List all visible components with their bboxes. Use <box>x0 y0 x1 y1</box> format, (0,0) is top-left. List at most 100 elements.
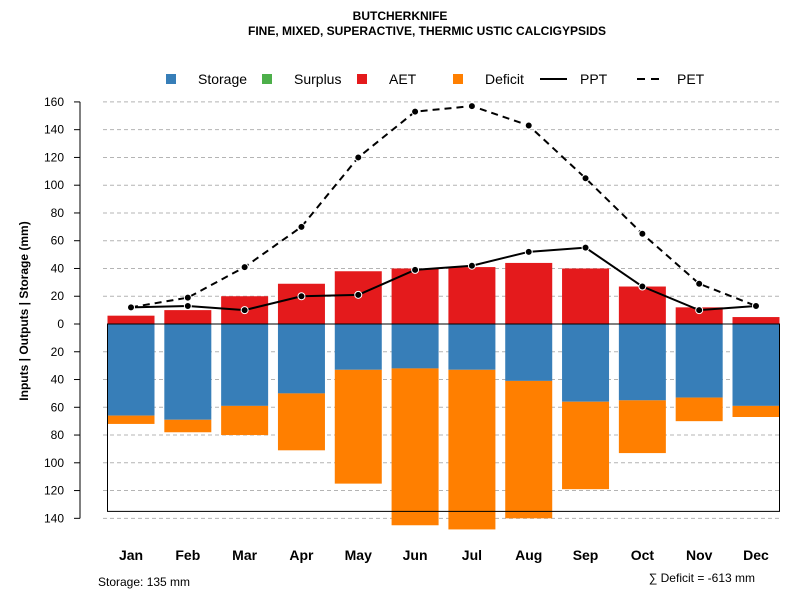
deficit-bar <box>221 405 269 436</box>
deficit-bar <box>164 419 212 433</box>
gridlines <box>103 101 782 519</box>
bars <box>107 262 780 530</box>
aet-bar <box>675 307 723 324</box>
aet-bar <box>448 267 496 324</box>
legend-label-pet: PET <box>677 71 705 87</box>
y-tick-label: 140 <box>44 123 64 137</box>
deficit-bar <box>505 380 553 519</box>
legend-label-storage: Storage <box>198 71 247 87</box>
ppt-point <box>752 301 760 310</box>
storage-bar <box>448 324 496 370</box>
storage-bar <box>505 324 553 381</box>
aet-bar <box>164 310 212 324</box>
y-tick-label: 140 <box>44 511 64 525</box>
y-tick-label: 20 <box>51 289 65 303</box>
y-axis-label: Inputs | Outputs | Storage (mm) <box>17 221 31 400</box>
deficit-bar <box>562 401 610 490</box>
pet-point <box>638 229 647 238</box>
series-lines <box>127 102 760 315</box>
month-label: Aug <box>515 547 542 563</box>
aet-bar <box>277 283 325 324</box>
legend-label-ppt: PPT <box>580 71 608 87</box>
storage-bar <box>221 324 269 406</box>
legend-swatch-aet <box>357 74 367 84</box>
storage-capacity-box <box>107 323 780 512</box>
y-tick-label: 80 <box>51 206 65 220</box>
legend-label-deficit: Deficit <box>485 71 524 87</box>
y-tick-label: 120 <box>44 150 64 164</box>
storage-bar <box>164 324 212 420</box>
deficit-bar <box>107 415 155 424</box>
aet-bar <box>505 262 553 324</box>
month-label: Dec <box>743 547 769 563</box>
month-label: Jan <box>119 547 143 563</box>
storage-bar <box>675 324 723 398</box>
month-label: Nov <box>686 547 713 563</box>
deficit-bar <box>277 393 325 451</box>
pet-point <box>524 121 533 130</box>
legend-label-aet: AET <box>389 71 417 87</box>
ppt-point <box>581 243 590 252</box>
aet-bar <box>107 315 155 324</box>
aet-bar <box>562 268 610 324</box>
y-tick-label: 0 <box>57 317 64 331</box>
legend: Storage Surplus AET Deficit PPT PET <box>166 71 705 87</box>
pet-point <box>467 102 476 111</box>
deficit-bar <box>618 400 666 454</box>
month-label: Jul <box>462 547 482 563</box>
storage-bar <box>732 324 780 406</box>
storage-footnote: Storage: 135 mm <box>98 575 190 589</box>
y-tick-label: 100 <box>44 456 64 470</box>
storage-bar <box>618 324 666 401</box>
storage-bar <box>562 324 610 402</box>
pet-point <box>183 293 192 302</box>
month-label: Mar <box>232 547 257 563</box>
chart-subtitle: FINE, MIXED, SUPERACTIVE, THERMIC USTIC … <box>248 24 606 38</box>
ppt-point <box>297 292 306 301</box>
y-tick-label: 160 <box>44 95 64 109</box>
deficit-bar <box>334 369 382 484</box>
month-label: Sep <box>573 547 599 563</box>
month-label: Jun <box>403 547 428 563</box>
pet-point <box>695 279 704 288</box>
x-axis-labels: Jan Feb Mar Apr May Jun Jul Aug Sep Oct Nov Dec <box>119 547 769 563</box>
ppt-point <box>467 261 476 270</box>
pet-point <box>581 174 590 183</box>
y-tick-label: 120 <box>44 484 64 498</box>
deficit-bar <box>448 369 496 530</box>
pet-point <box>411 107 420 116</box>
storage-bar <box>391 324 439 369</box>
y-axis: 160 140 120 100 80 60 40 20 0 20 40 60 80 100 120 140 <box>44 95 81 525</box>
deficit-bar <box>732 405 780 417</box>
pet-line <box>130 105 757 309</box>
pet-point <box>354 153 363 162</box>
deficit-bar <box>675 397 723 422</box>
ppt-point <box>240 306 249 315</box>
aet-bar <box>618 286 666 324</box>
deficit-bar <box>391 368 439 526</box>
month-label: Feb <box>175 547 200 563</box>
aet-bar <box>732 317 780 324</box>
legend-swatch-storage <box>166 74 176 84</box>
month-label: Apr <box>289 547 314 563</box>
pet-point <box>297 222 306 231</box>
legend-label-surplus: Surplus <box>294 71 341 87</box>
pet-point <box>240 263 249 272</box>
y-tick-label: 80 <box>51 428 65 442</box>
month-label: May <box>345 547 372 563</box>
deficit-footnote: ∑ Deficit = -613 mm <box>649 571 755 585</box>
legend-swatch-surplus <box>262 74 272 84</box>
ppt-line <box>130 246 757 312</box>
ppt-point <box>354 290 363 299</box>
month-label: Oct <box>631 547 655 563</box>
storage-bar <box>334 324 382 370</box>
ppt-point <box>695 306 704 315</box>
y-tick-label: 40 <box>51 373 65 387</box>
ppt-point <box>524 247 533 256</box>
y-tick-label: 20 <box>51 345 65 359</box>
storage-bar <box>277 324 325 394</box>
legend-swatch-deficit <box>453 74 463 84</box>
y-tick-label: 60 <box>51 400 65 414</box>
chart-title: BUTCHERKNIFE <box>353 9 448 23</box>
